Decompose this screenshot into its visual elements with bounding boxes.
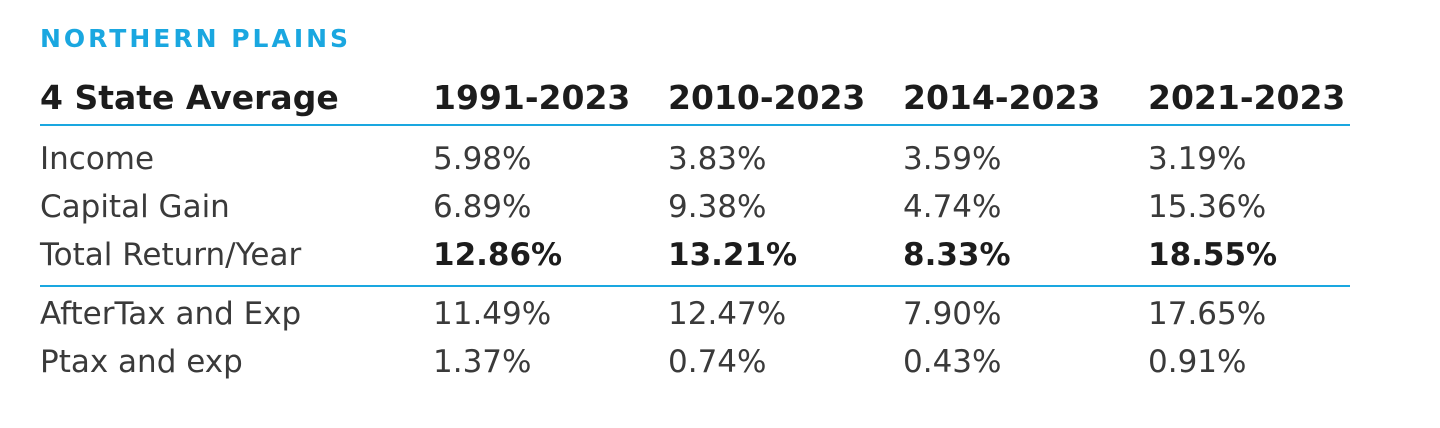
cell-value: 4.74% <box>903 189 1002 225</box>
header-period-2014-2023: 2014-2023 <box>903 77 1101 117</box>
cell-value: 18.55% <box>1148 237 1278 273</box>
table-row-aftertax: AfterTax and Exp 11.49% 12.47% 7.90% 17.… <box>40 290 1350 338</box>
table-row-total-return: Total Return/Year 12.86% 13.21% 8.33% 18… <box>40 231 1350 279</box>
row-label: AfterTax and Exp <box>40 296 302 332</box>
returns-table: 4 State Average 1991-2023 2010-2023 2014… <box>40 70 1350 386</box>
cell-value: 6.89% <box>433 189 532 225</box>
header-label: 4 State Average <box>40 77 339 117</box>
cell-value: 1.37% <box>433 344 532 380</box>
cell-value: 15.36% <box>1148 189 1267 225</box>
header-period-2021-2023: 2021-2023 <box>1148 77 1346 117</box>
cell-value: 5.98% <box>433 141 532 177</box>
cell-value: 11.49% <box>433 296 552 332</box>
table-row-capital-gain: Capital Gain 6.89% 9.38% 4.74% 15.36% <box>40 183 1350 231</box>
cell-value: 3.19% <box>1148 141 1247 177</box>
cell-value: 9.38% <box>668 189 767 225</box>
row-label: Income <box>40 141 155 177</box>
cell-value: 12.47% <box>668 296 787 332</box>
table-header-row: 4 State Average 1991-2023 2010-2023 2014… <box>40 70 1350 124</box>
cell-value: 7.90% <box>903 296 1002 332</box>
cell-value: 3.59% <box>903 141 1002 177</box>
cell-value: 0.91% <box>1148 344 1247 380</box>
cell-value: 12.86% <box>433 237 563 273</box>
total-divider <box>40 285 1350 287</box>
cell-value: 0.43% <box>903 344 1002 380</box>
table-row-ptax: Ptax and exp 1.37% 0.74% 0.43% 0.91% <box>40 338 1350 386</box>
header-divider <box>40 124 1350 126</box>
cell-value: 0.74% <box>668 344 767 380</box>
row-label: Capital Gain <box>40 189 230 225</box>
row-label: Total Return/Year <box>40 237 302 273</box>
cell-value: 13.21% <box>668 237 798 273</box>
region-title: NORTHERN PLAINS <box>40 24 352 53</box>
header-period-2010-2023: 2010-2023 <box>668 77 866 117</box>
cell-value: 3.83% <box>668 141 767 177</box>
header-period-1991-2023: 1991-2023 <box>433 77 631 117</box>
cell-value: 8.33% <box>903 237 1011 273</box>
row-label: Ptax and exp <box>40 344 243 380</box>
cell-value: 17.65% <box>1148 296 1267 332</box>
table-row-income: Income 5.98% 3.83% 3.59% 3.19% <box>40 135 1350 183</box>
